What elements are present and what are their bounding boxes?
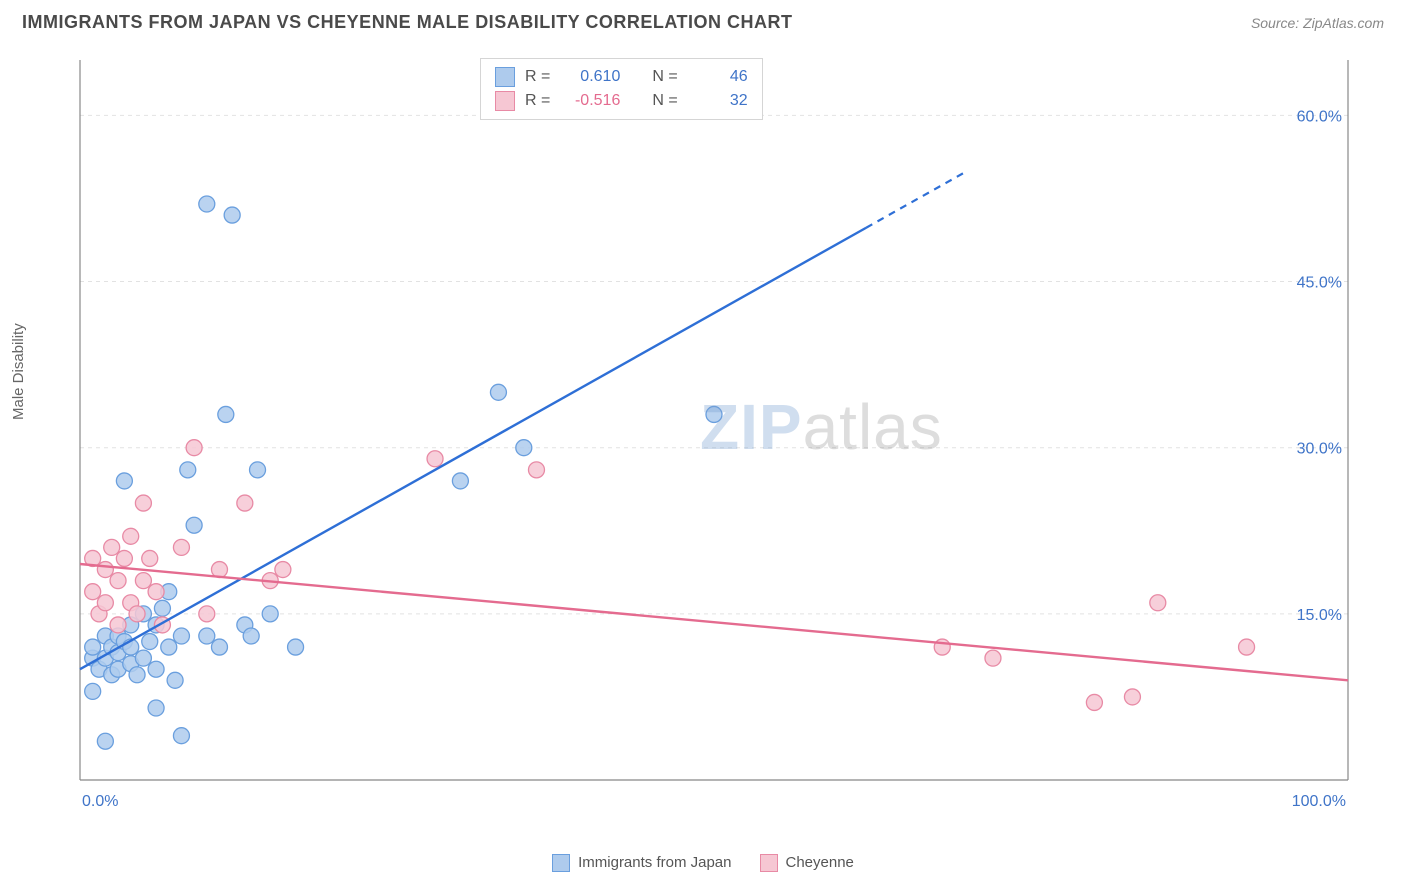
scatter-chart: 15.0% 30.0% 45.0% 60.0% 0.0% 100.0% [50,52,1370,822]
chart-title: IMMIGRANTS FROM JAPAN VS CHEYENNE MALE D… [22,12,793,33]
stats-legend: R = 0.610 N = 46 R = -0.516 N = 32 [480,58,763,120]
r-value: -0.516 [560,92,620,110]
svg-text:0.0%: 0.0% [82,793,118,810]
svg-text:15.0%: 15.0% [1297,607,1342,624]
legend-swatch [495,67,515,87]
r-value: 0.610 [560,68,620,86]
n-label: N = [652,68,677,86]
legend-item: Immigrants from Japan [552,854,731,872]
source-label: Source: [1251,15,1299,31]
n-value: 32 [688,92,748,110]
r-label: R = [525,92,550,110]
series-legend: Immigrants from Japan Cheyenne [0,854,1406,872]
stats-legend-row: R = 0.610 N = 46 [495,65,748,89]
legend-swatch [552,854,570,872]
source-link[interactable]: ZipAtlas.com [1303,15,1384,31]
chart-area: 15.0% 30.0% 45.0% 60.0% 0.0% 100.0% [50,52,1370,822]
legend-item: Cheyenne [760,854,854,872]
legend-label: Immigrants from Japan [578,854,731,871]
stats-legend-row: R = -0.516 N = 32 [495,89,748,113]
svg-text:100.0%: 100.0% [1292,793,1346,810]
header: IMMIGRANTS FROM JAPAN VS CHEYENNE MALE D… [0,0,1406,39]
legend-swatch [495,91,515,111]
r-label: R = [525,68,550,86]
svg-text:45.0%: 45.0% [1297,275,1342,292]
legend-swatch [760,854,778,872]
n-label: N = [652,92,677,110]
legend-label: Cheyenne [786,854,854,871]
source-attribution: Source: ZipAtlas.com [1251,15,1384,31]
svg-text:30.0%: 30.0% [1297,441,1342,458]
y-axis-label: Male Disability [10,323,27,420]
n-value: 46 [688,68,748,86]
svg-text:60.0%: 60.0% [1297,108,1342,125]
